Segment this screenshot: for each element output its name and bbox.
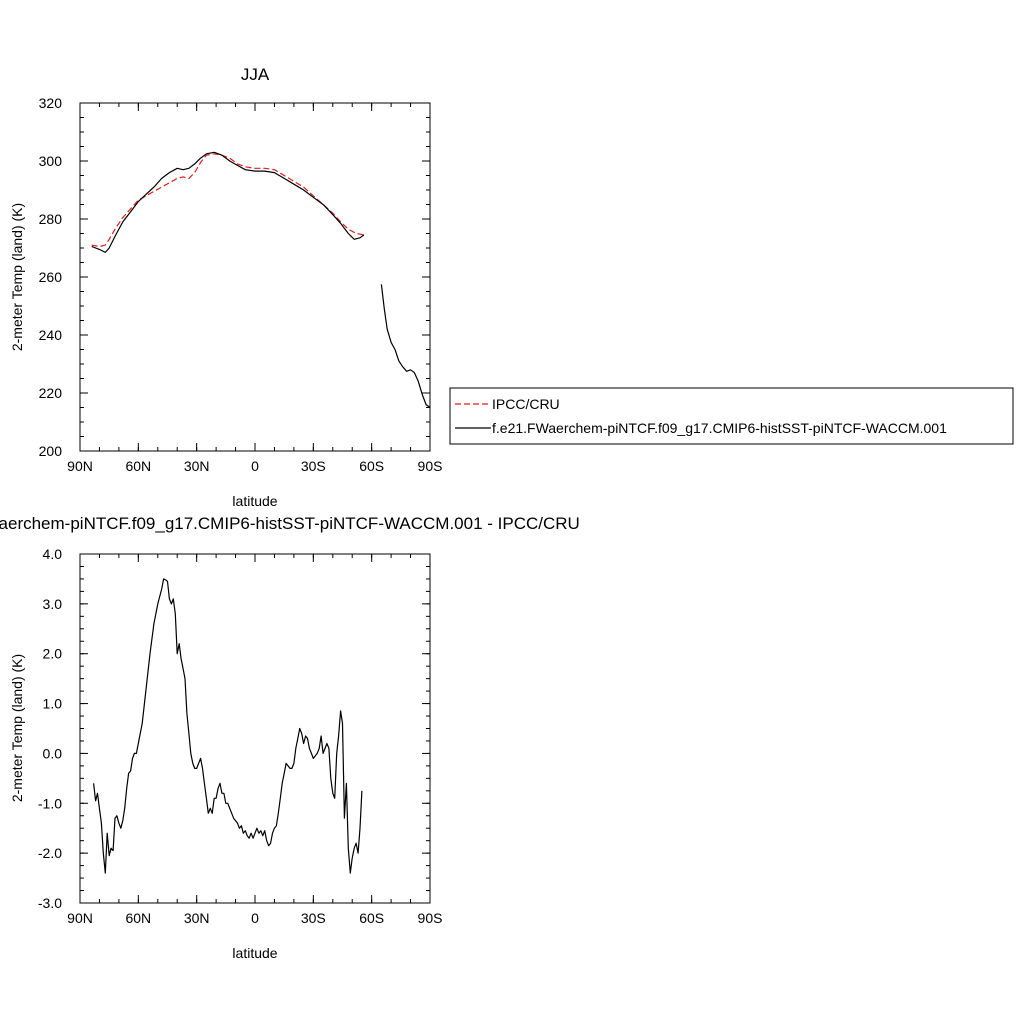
series-line-0 [93, 578, 363, 874]
y-tick-label: 260 [39, 269, 63, 285]
x-tick-label: 30S [301, 458, 326, 474]
series-line-0 [91, 153, 365, 248]
y-tick-label: 280 [39, 211, 63, 227]
y-tick-label: 4.0 [43, 546, 63, 562]
y-tick-label: -1.0 [38, 795, 62, 811]
y-tick-label: 200 [39, 443, 63, 459]
legend-label-model: f.e21.FWaerchem-piNTCF.f09_g17.CMIP6-his… [492, 420, 947, 436]
y-tick-label: 320 [39, 95, 63, 111]
x-tick-label: 90N [67, 458, 93, 474]
plot-frame [79, 102, 431, 452]
chart-title: f.e21.FWaerchem-piNTCF.f09_g17.CMIP6-his… [0, 514, 580, 533]
axis-ticks: 90N 60N 30N 0 30S 60S 90S 200 220 240 260 280 300 320 [39, 95, 443, 474]
x-axis-label: latitude [232, 945, 277, 961]
x-axis-label: latitude [232, 493, 277, 509]
chart-panel-bottom: f.e21.FWaerchem-piNTCF.f09_g17.CMIP6-his… [0, 514, 580, 961]
y-tick-label: 220 [39, 385, 63, 401]
chart-title: JJA [241, 65, 270, 84]
y-tick-label: 0.0 [43, 745, 63, 761]
x-tick-label: 60N [125, 910, 151, 926]
series-marks [91, 151, 431, 408]
x-tick-label: 30N [184, 458, 210, 474]
y-tick-label: 240 [39, 327, 63, 343]
series-line-1 [380, 284, 431, 408]
y-tick-label: 2.0 [43, 646, 63, 662]
legend: IPCC/CRU f.e21.FWaerchem-piNTCF.f09_g17.… [449, 387, 1014, 445]
y-tick-label: -3.0 [38, 895, 62, 911]
y-tick-label: 300 [39, 153, 63, 169]
series-line-1 [91, 151, 365, 253]
chart-panel-top: JJA 2-meter Temp (land) (K) latitude 90N… [9, 65, 442, 509]
y-tick-label: -2.0 [38, 845, 62, 861]
legend-label-ipcc-cru: IPCC/CRU [492, 396, 560, 412]
axis-ticks: 90N 60N 30N 0 30S 60S 90S -3.0 -2.0 -1.0 0.0 1.0 2.0… [38, 546, 443, 926]
plot-frame [79, 553, 431, 904]
y-axis-label: 2-meter Temp (land) (K) [9, 654, 25, 802]
y-axis-label: 2-meter Temp (land) (K) [9, 203, 25, 351]
series-marks [93, 578, 363, 874]
x-tick-label: 90S [418, 910, 443, 926]
y-tick-label: 3.0 [43, 596, 63, 612]
legend-box [449, 387, 1014, 445]
x-tick-label: 90N [67, 910, 93, 926]
x-tick-label: 60N [125, 458, 151, 474]
x-tick-label: 0 [251, 458, 259, 474]
x-tick-label: 30N [184, 910, 210, 926]
y-tick-label: 1.0 [43, 696, 63, 712]
x-tick-label: 60S [359, 458, 384, 474]
x-tick-label: 90S [418, 458, 443, 474]
x-tick-label: 0 [251, 910, 259, 926]
x-tick-label: 60S [359, 910, 384, 926]
x-tick-label: 30S [301, 910, 326, 926]
